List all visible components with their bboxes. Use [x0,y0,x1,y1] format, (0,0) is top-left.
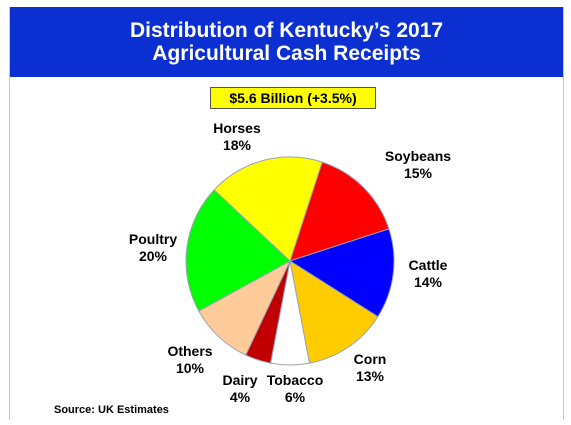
slice-value-cattle: 14% [414,274,443,290]
slice-label-others: Others [167,343,212,359]
pie-slice-soybeans [289,161,390,262]
slice-value-tobacco: 6% [285,389,306,405]
slice-label-tobacco: Tobacco [267,372,324,388]
slice-label-poultry: Poultry [129,231,177,247]
slice-label-corn: Corn [354,351,387,367]
slice-label-cattle: Cattle [409,257,448,273]
pie-slice-horses [213,156,323,262]
slice-value-soybeans: 15% [404,165,433,181]
pie-slice-poultry [185,189,291,312]
slice-value-others: 10% [176,360,205,376]
slice-value-dairy: 4% [230,389,251,405]
title-line-2: Agricultural Cash Receipts [152,42,421,65]
source-note: Source: UK Estimates [54,404,169,416]
slice-label-dairy: Dairy [222,372,257,388]
slice-value-horses: 18% [223,137,252,153]
total-badge: $5.6 Billion (+3.5%) [210,87,376,109]
title-line-1: Distribution of Kentucky’s 2017 [129,19,444,42]
pie-slice-corn [289,259,379,364]
slice-value-poultry: 20% [139,248,168,264]
slice-label-soybeans: Soybeans [385,148,451,164]
title-banner: Distribution of Kentucky’s 2017 Agricult… [10,7,563,77]
pie-slice-cattle [288,228,395,318]
slice-label-horses: Horses [213,120,261,136]
slice-value-corn: 13% [356,368,385,384]
